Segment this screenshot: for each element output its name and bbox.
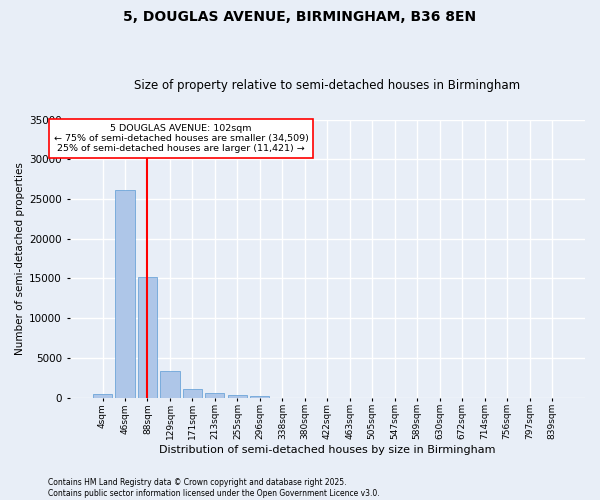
Bar — [115, 190, 134, 398]
Title: Size of property relative to semi-detached houses in Birmingham: Size of property relative to semi-detach… — [134, 79, 520, 92]
Bar — [183, 389, 202, 398]
Text: 5, DOUGLAS AVENUE, BIRMINGHAM, B36 8EN: 5, DOUGLAS AVENUE, BIRMINGHAM, B36 8EN — [124, 10, 476, 24]
Bar — [93, 394, 112, 398]
Bar — [228, 394, 247, 398]
Text: Contains HM Land Registry data © Crown copyright and database right 2025.
Contai: Contains HM Land Registry data © Crown c… — [48, 478, 380, 498]
Bar — [205, 392, 224, 398]
Y-axis label: Number of semi-detached properties: Number of semi-detached properties — [15, 162, 25, 355]
Bar — [138, 277, 157, 398]
Bar — [160, 370, 179, 398]
Text: 5 DOUGLAS AVENUE: 102sqm
← 75% of semi-detached houses are smaller (34,509)
25% : 5 DOUGLAS AVENUE: 102sqm ← 75% of semi-d… — [54, 124, 308, 154]
X-axis label: Distribution of semi-detached houses by size in Birmingham: Distribution of semi-detached houses by … — [159, 445, 496, 455]
Bar — [250, 396, 269, 398]
